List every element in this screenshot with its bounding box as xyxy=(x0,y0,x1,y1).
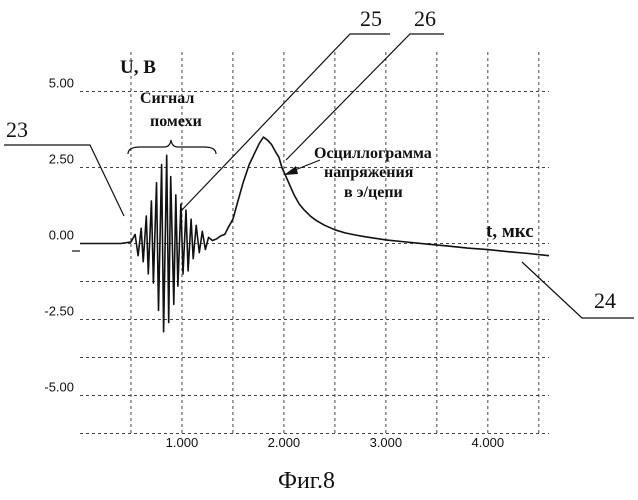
annotation-osc-line2: напряжения xyxy=(324,164,414,181)
series-layer xyxy=(80,137,549,332)
x-tick-label-1: 2.000 xyxy=(268,435,301,450)
annotation-noise-line2: помехи xyxy=(150,113,202,130)
noise-brace xyxy=(128,140,216,154)
callout-23: 23 xyxy=(6,117,28,142)
series-line-0 xyxy=(80,137,549,332)
annotation-osc-line3: в э/цепи xyxy=(344,184,403,201)
x-tick-label-0: 1.000 xyxy=(166,435,199,450)
callout-24: 24 xyxy=(594,288,616,313)
annotation-noise-line1: Сигнал xyxy=(140,90,194,107)
callout-26-leader xyxy=(286,34,444,160)
y-tick-label-3: -2.50 xyxy=(44,303,74,318)
figure-caption: Фиг.8 xyxy=(278,468,335,494)
callout-25: 25 xyxy=(360,6,382,31)
y-tick-label-0: 5.00 xyxy=(49,76,74,91)
y-tick-label-4: -5.00 xyxy=(44,379,74,394)
x-tick-labels: 1.000 2.000 3.000 4.000 xyxy=(166,435,504,450)
y-axis-label: U, В xyxy=(120,57,156,78)
y-tick-label-1: 2.50 xyxy=(49,152,74,167)
y-tick-labels: 5.00 2.50 0.00 -2.50 -5.00 xyxy=(44,76,74,395)
y-tick-label-2: 0.00 xyxy=(49,228,74,243)
x-tick-label-2: 3.000 xyxy=(370,435,403,450)
x-axis-label: t, мкс xyxy=(486,221,534,242)
annotation-osc-line1: Осциллограмма xyxy=(314,145,432,162)
x-tick-label-3: 4.000 xyxy=(472,435,505,450)
callout-26: 26 xyxy=(414,6,436,31)
